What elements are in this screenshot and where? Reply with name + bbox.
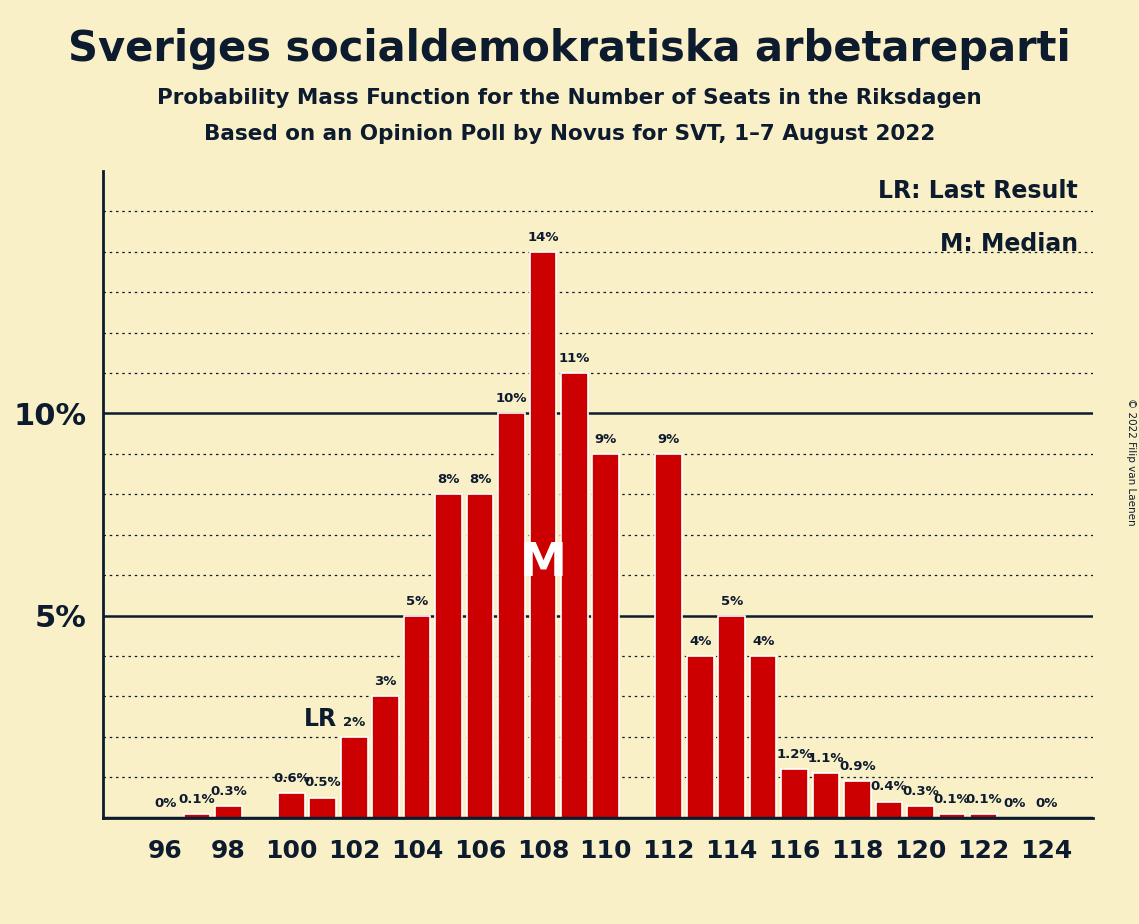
Text: 0.1%: 0.1% [965, 793, 1001, 806]
Bar [215, 806, 241, 818]
Bar [907, 806, 934, 818]
Text: 0%: 0% [1003, 796, 1026, 809]
Text: 0%: 0% [154, 796, 177, 809]
Bar [655, 454, 682, 818]
Text: 0.4%: 0.4% [870, 781, 908, 794]
Text: 1.1%: 1.1% [808, 752, 844, 765]
Text: 0.1%: 0.1% [179, 793, 215, 806]
Bar [278, 794, 304, 818]
Bar [341, 737, 368, 818]
Text: LR: Last Result: LR: Last Result [878, 179, 1077, 203]
Bar [498, 414, 525, 818]
Text: 9%: 9% [595, 432, 617, 446]
Bar [719, 615, 745, 818]
Text: 8%: 8% [437, 473, 460, 486]
Text: 0.3%: 0.3% [210, 784, 247, 797]
Text: 5%: 5% [405, 594, 428, 608]
Bar [592, 454, 620, 818]
Text: 4%: 4% [752, 635, 775, 648]
Bar [372, 697, 399, 818]
Text: M: Median: M: Median [940, 232, 1077, 256]
Text: 8%: 8% [469, 473, 491, 486]
Bar [467, 494, 493, 818]
Text: 0.1%: 0.1% [934, 793, 970, 806]
Bar [435, 494, 462, 818]
Text: 5%: 5% [721, 594, 743, 608]
Bar [310, 797, 336, 818]
Text: 11%: 11% [559, 352, 590, 365]
Bar [403, 615, 431, 818]
Text: 0.9%: 0.9% [839, 760, 876, 773]
Bar [183, 814, 211, 818]
Text: 0%: 0% [1035, 796, 1057, 809]
Text: LR: LR [304, 707, 337, 731]
Text: 4%: 4% [689, 635, 712, 648]
Bar [687, 656, 713, 818]
Bar [562, 373, 588, 818]
Text: 14%: 14% [527, 231, 558, 244]
Text: 0.5%: 0.5% [304, 776, 341, 789]
Text: Based on an Opinion Poll by Novus for SVT, 1–7 August 2022: Based on an Opinion Poll by Novus for SV… [204, 124, 935, 144]
Bar [876, 802, 902, 818]
Text: 2%: 2% [343, 716, 366, 729]
Bar [813, 773, 839, 818]
Text: © 2022 Filip van Laenen: © 2022 Filip van Laenen [1126, 398, 1136, 526]
Bar [781, 769, 808, 818]
Text: Sveriges socialdemokratiska arbetareparti: Sveriges socialdemokratiska arbetarepart… [68, 28, 1071, 69]
Bar [749, 656, 777, 818]
Text: 0.3%: 0.3% [902, 784, 939, 797]
Bar [530, 252, 556, 818]
Bar [939, 814, 965, 818]
Bar [970, 814, 997, 818]
Text: 1.2%: 1.2% [777, 748, 813, 761]
Text: 9%: 9% [657, 432, 680, 446]
Text: 0.6%: 0.6% [273, 772, 310, 785]
Text: 3%: 3% [375, 675, 396, 688]
Text: Probability Mass Function for the Number of Seats in the Riksdagen: Probability Mass Function for the Number… [157, 88, 982, 108]
Text: M: M [519, 541, 566, 586]
Bar [844, 782, 871, 818]
Text: 10%: 10% [495, 393, 527, 406]
